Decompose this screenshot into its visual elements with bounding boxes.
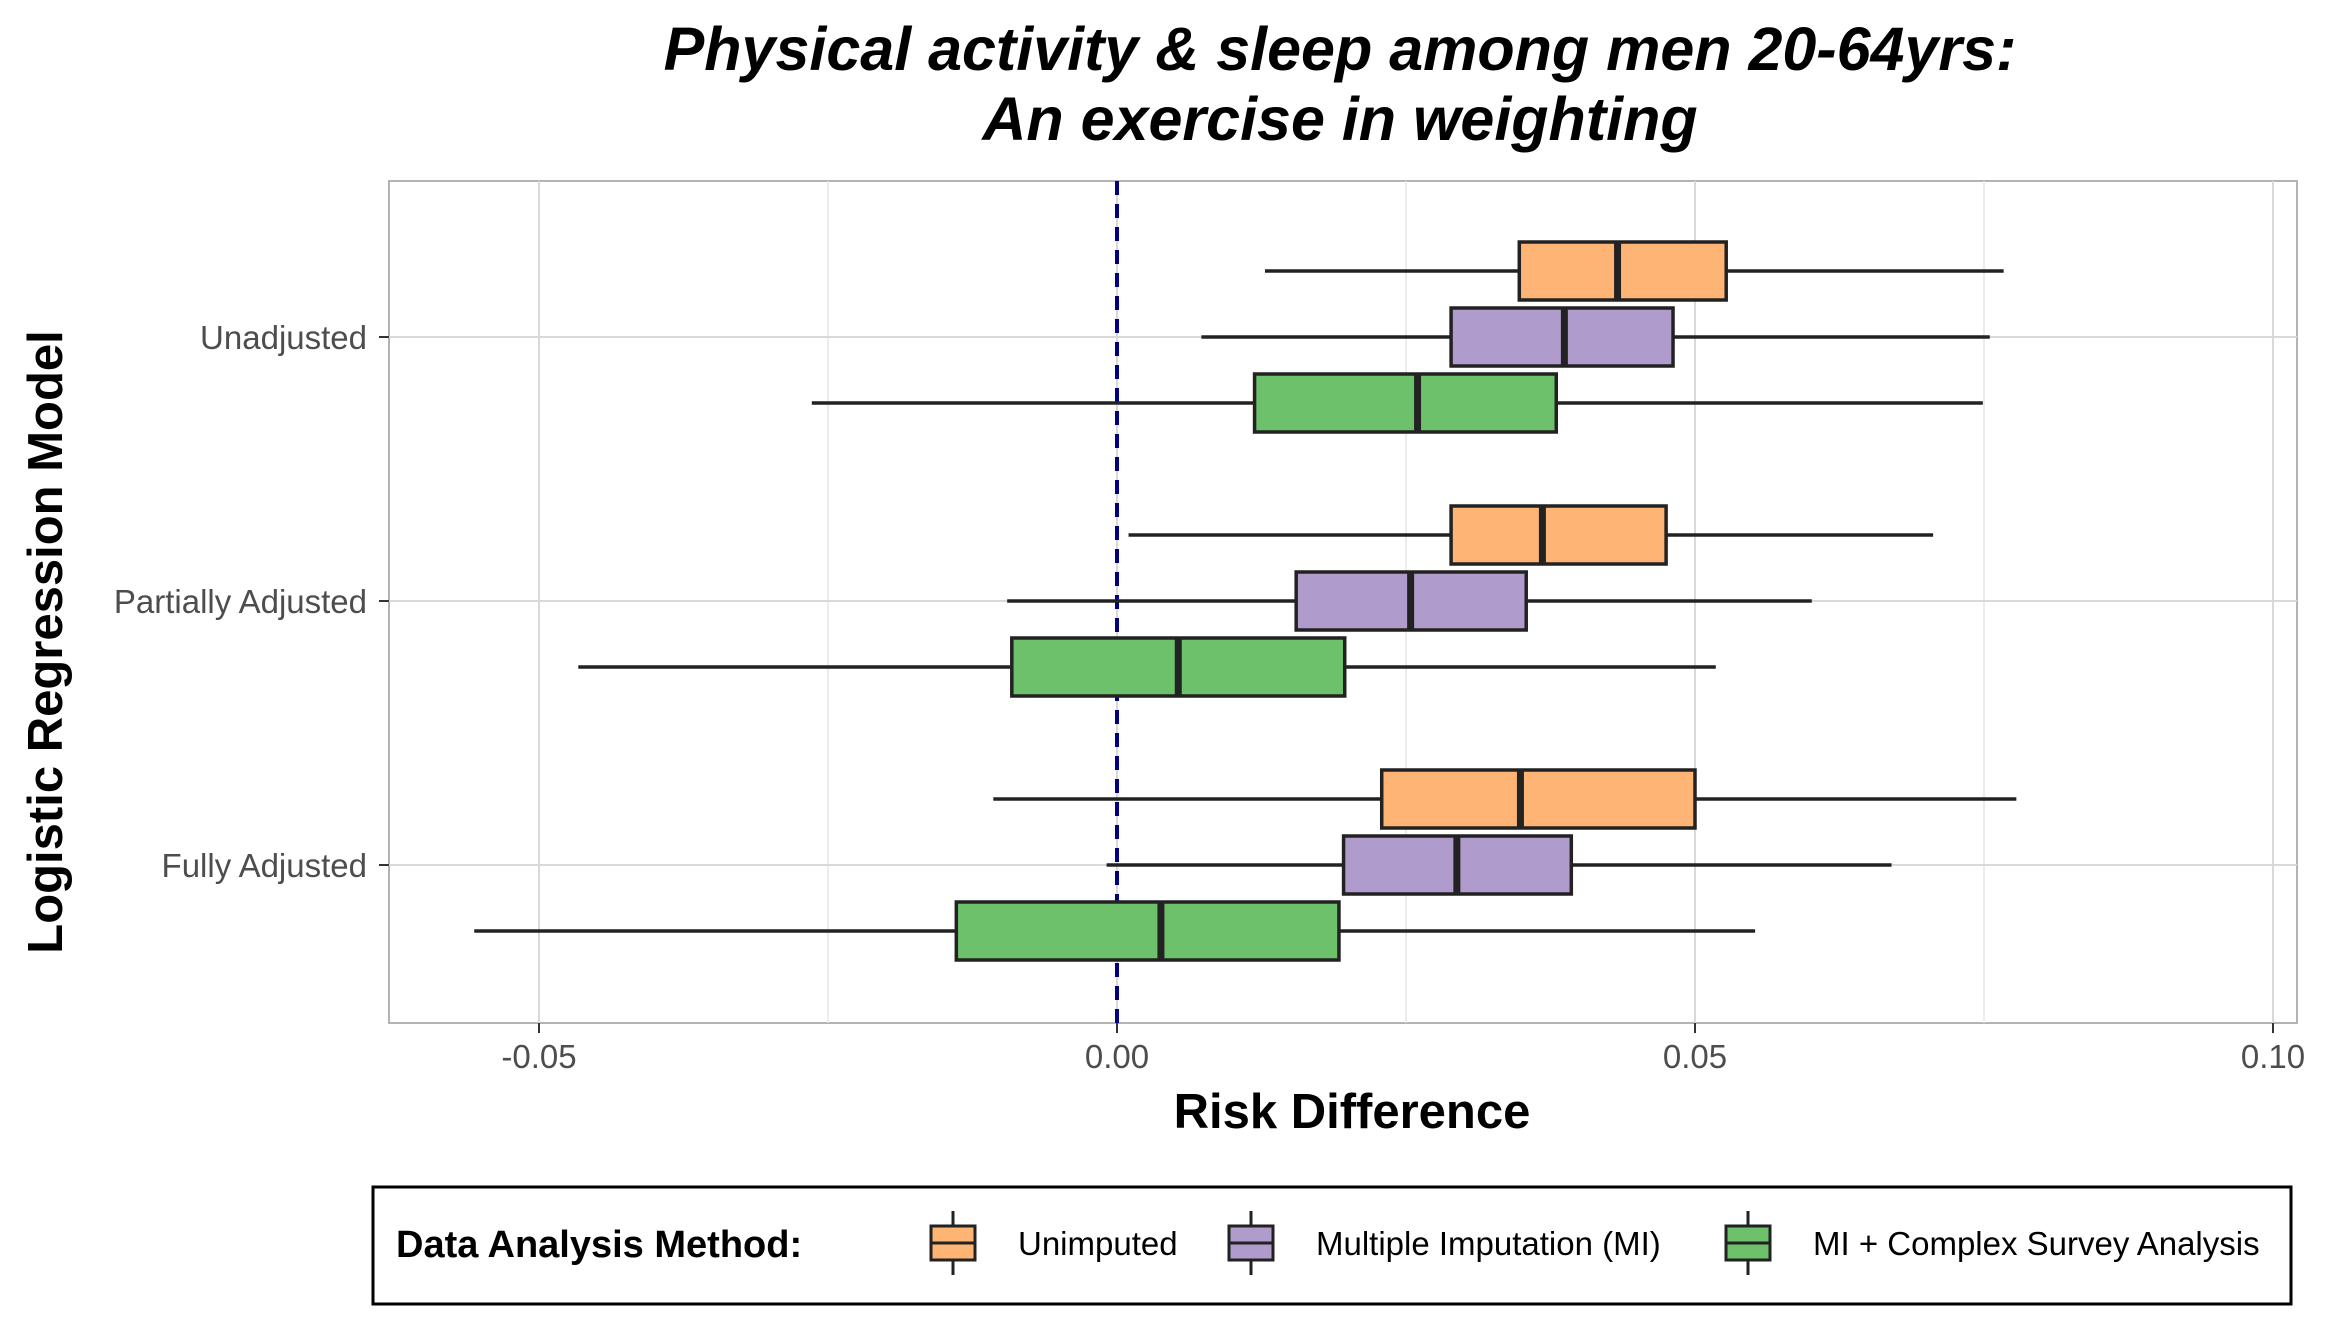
box-iqr (1252, 372, 1559, 434)
legend: Data Analysis Method: Unimputed Multiple … (371, 1185, 2293, 1306)
box-iqr (1379, 768, 1697, 830)
legend-item-multiple-imputation-mi: Multiple Imputation (MI) (1227, 1211, 1661, 1275)
y-tick-label-unadjusted: Unadjusted (200, 319, 367, 356)
x-axis-ticks: -0.05 0.00 0.05 0.10 (501, 1023, 2305, 1075)
legend-title: Data Analysis Method: (396, 1224, 802, 1266)
boxplot-layer (474, 240, 2017, 962)
chart-title-line-2: An exercise in weighting (980, 85, 1697, 153)
legend-label: MI + Complex Survey Analysis (1813, 1225, 2260, 1262)
boxplot-mi-complex-survey-analysis-unadjusted (811, 372, 1983, 434)
x-tick-label: 0.10 (2241, 1038, 2305, 1075)
y-axis-ticks: Unadjusted Partially Adjusted Fully Adjust… (114, 319, 389, 884)
boxplot-mi-complex-survey-analysis-partially-adjusted (578, 636, 1716, 698)
y-axis-title: Logistic Regression Model (19, 330, 73, 953)
legend-items: Unimputed Multiple Imputation (MI) MI + Co… (929, 1211, 2260, 1275)
boxplot-multiple-imputation-mi-fully-adjusted (1106, 834, 1892, 896)
x-axis-title: Risk Difference (1174, 1085, 1531, 1139)
legend-label: Unimputed (1018, 1225, 1178, 1262)
chart-title-line-1: Physical activity & sleep among men 20-6… (664, 15, 2017, 83)
x-tick-label: 0.05 (1663, 1038, 1727, 1075)
legend-frame (371, 1185, 2293, 1306)
box-iqr (1449, 504, 1668, 566)
legend-item-unimputed: Unimputed (929, 1211, 1178, 1275)
chart-title: Physical activity & sleep among men 20-6… (664, 15, 2017, 153)
boxplot-unimputed-partially-adjusted (1128, 504, 1934, 566)
legend-item-mi-complex-survey-analysis: MI + Complex Survey Analysis (1724, 1211, 2260, 1275)
boxplot-unimputed-unadjusted (1264, 240, 2004, 302)
x-tick-label: 0.00 (1085, 1038, 1149, 1075)
boxplot-unimputed-fully-adjusted (993, 768, 2017, 830)
box-iqr (1517, 240, 1728, 302)
x-tick-label: -0.05 (501, 1038, 576, 1075)
box-iqr (954, 900, 1341, 962)
boxplot-multiple-imputation-mi-unadjusted (1201, 306, 1990, 368)
boxplot-multiple-imputation-mi-partially-adjusted (1007, 570, 1812, 632)
y-tick-label-fully-adjusted: Fully Adjusted (162, 847, 367, 884)
legend-label: Multiple Imputation (MI) (1316, 1225, 1661, 1262)
boxplot-mi-complex-survey-analysis-fully-adjusted (474, 900, 1756, 962)
y-tick-label-partially-adjusted: Partially Adjusted (114, 583, 367, 620)
